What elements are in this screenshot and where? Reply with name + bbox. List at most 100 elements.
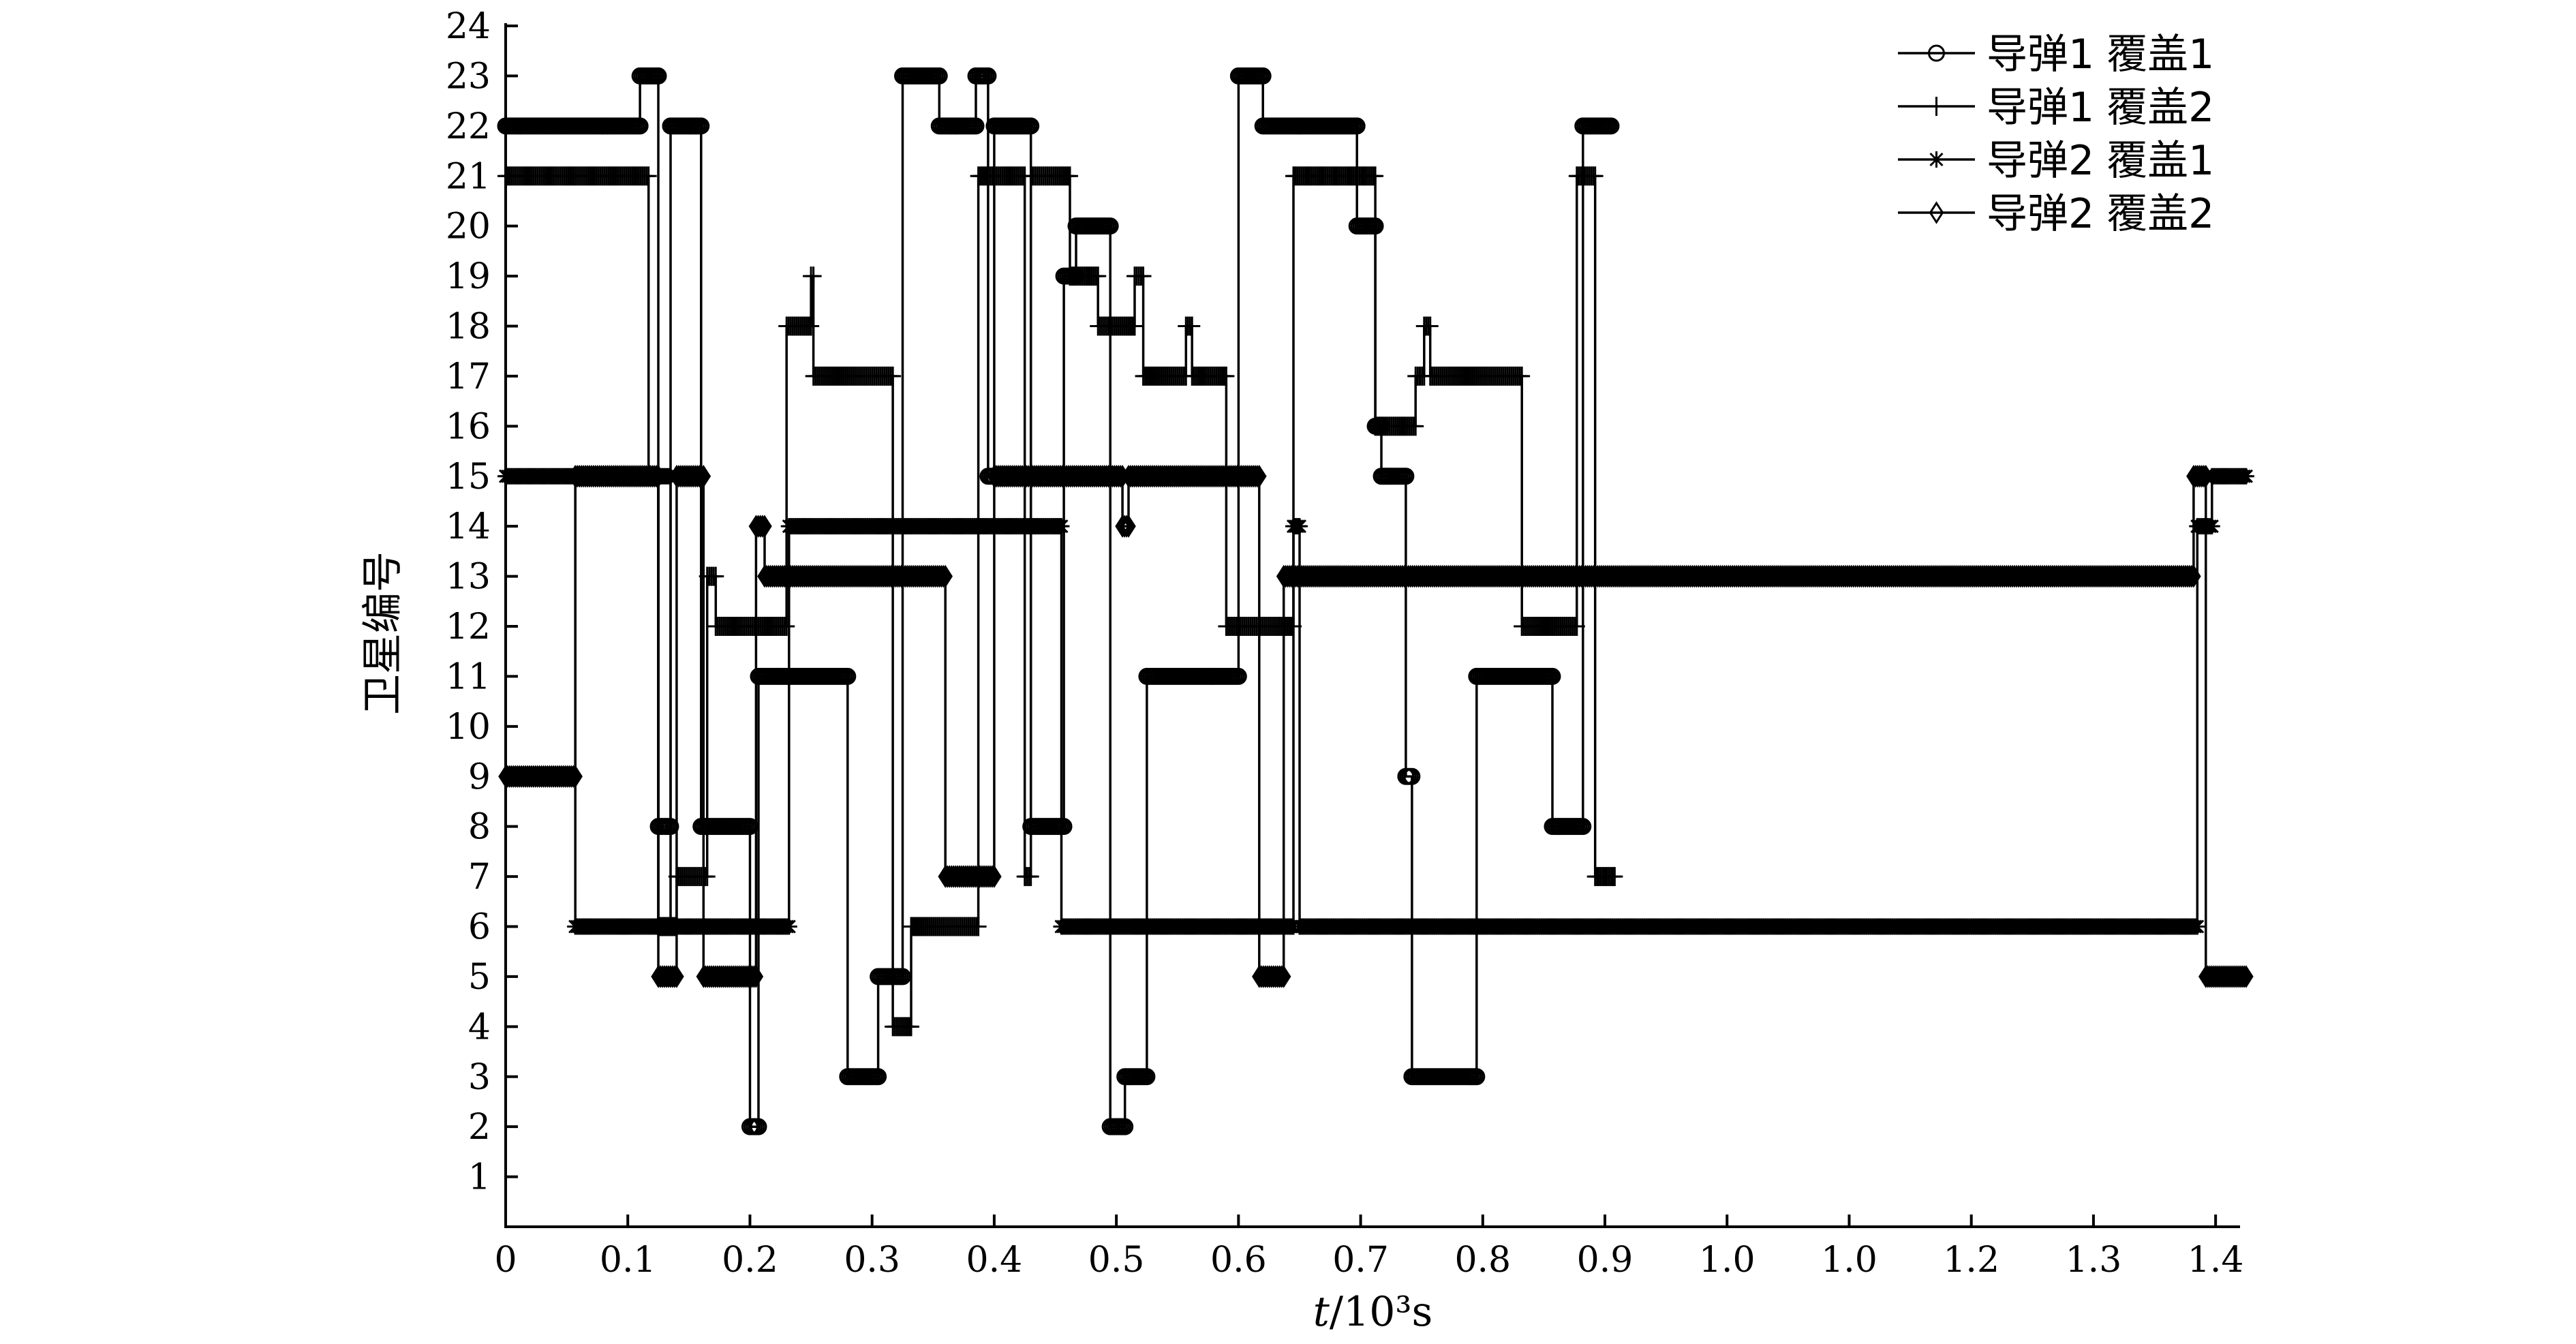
diamond-marker	[983, 865, 998, 888]
star-marker	[1291, 518, 1308, 535]
diamond-marker	[1119, 515, 1134, 538]
plus-marker	[1407, 416, 1424, 436]
x-tick-label: 0.5	[1088, 1240, 1145, 1281]
y-tick-label: 10	[446, 707, 491, 748]
diamond-marker	[647, 464, 662, 488]
series-line	[506, 74, 1611, 1128]
plus-marker	[805, 266, 822, 286]
diamond-marker	[1111, 464, 1126, 488]
plus-marker	[778, 617, 795, 636]
plus-marker	[1184, 316, 1201, 336]
circle-marker	[1468, 1068, 1486, 1086]
x-tick-label: 0.6	[1210, 1240, 1267, 1281]
legend-label: 导弹1 覆盖1	[1987, 31, 2214, 78]
x-tick-label: 1.4	[2188, 1240, 2244, 1281]
legend-label: 导弹2 覆盖2	[1987, 190, 2214, 238]
y-tick-label: 18	[446, 307, 491, 348]
diamond-marker	[562, 765, 577, 789]
y-tick-label: 8	[468, 807, 491, 848]
circle-marker	[649, 67, 667, 85]
y-tick-label: 9	[468, 757, 491, 797]
diamond-marker	[2184, 564, 2199, 588]
series-3	[497, 468, 2254, 935]
circle-marker	[930, 67, 948, 85]
circle-marker	[741, 818, 758, 836]
x-tick-label: 0.9	[1577, 1240, 1634, 1281]
y-tick-label: 15	[446, 457, 491, 498]
legend-label: 导弹1 覆盖2	[1987, 84, 2214, 132]
circle-marker	[692, 117, 710, 135]
y-tick-label: 17	[446, 356, 491, 397]
circle-marker	[631, 117, 649, 135]
legend-label-missile: 导弹2	[1987, 190, 2094, 238]
circle-marker	[979, 67, 997, 85]
diamond-marker	[645, 464, 660, 488]
plus-marker	[885, 366, 902, 386]
plus-marker	[1218, 366, 1235, 386]
x-tick-label: 0.1	[600, 1240, 656, 1281]
circle-marker	[967, 117, 985, 135]
diamond-marker	[2196, 464, 2211, 488]
circle-marker	[750, 1118, 767, 1135]
legend-label-coverage: 覆盖2	[2106, 84, 2214, 132]
star-marker	[780, 918, 797, 935]
x-tick-label: 1.3	[2066, 1240, 2122, 1281]
plus-marker	[1135, 266, 1152, 286]
circle-marker	[1574, 818, 1592, 836]
x-tick-label: 1.2	[1943, 1240, 1999, 1281]
diamond-marker	[2192, 464, 2207, 488]
x-tick-label: 0.7	[1332, 1240, 1389, 1281]
legend-label-coverage: 覆盖2	[2106, 190, 2214, 238]
y-tick-label: 5	[468, 957, 491, 998]
diamond-marker	[932, 564, 947, 588]
series-2	[497, 166, 1623, 1037]
legend-label-coverage: 覆盖1	[2106, 31, 2214, 78]
plus-marker	[640, 166, 657, 186]
legend-label-missile: 导弹1	[1987, 31, 2094, 78]
x-tick-label: 1.0	[1821, 1240, 1877, 1281]
diamond-marker	[568, 765, 583, 789]
y-tick-label: 19	[446, 256, 491, 297]
y-tick-label: 21	[446, 156, 491, 197]
series-markers	[497, 166, 1623, 1037]
star-marker	[2189, 918, 2206, 935]
diamond-marker	[2198, 464, 2213, 488]
diamond-marker	[663, 965, 678, 988]
series-markers	[497, 67, 1620, 1135]
circle-marker	[839, 667, 857, 685]
y-tick-label: 1	[468, 1157, 491, 1198]
diamond-marker	[566, 765, 581, 789]
diamond-marker	[934, 564, 949, 588]
y-tick-label: 3	[468, 1057, 491, 1098]
y-tick-label: 14	[446, 506, 491, 547]
diamond-marker	[690, 464, 705, 488]
y-tick-label: 6	[468, 907, 491, 948]
diamond-marker	[985, 865, 1000, 888]
diamond-marker	[665, 965, 680, 988]
plus-marker	[1514, 366, 1531, 386]
y-tick-label: 22	[446, 106, 491, 147]
plus-marker	[803, 316, 820, 336]
plus-marker	[1062, 166, 1079, 186]
series-4	[498, 464, 2254, 988]
axes: 0 0.1 0.2 0.3 0.4 0.5 0.6 0.7 0.8 0.9 1.0 1.0 1.2 1.3…	[359, 6, 2244, 1336]
diamond-marker	[2180, 564, 2195, 588]
plus-marker	[1928, 97, 1945, 116]
diamond-marker	[696, 464, 711, 488]
legend-label-coverage: 覆盖1	[2106, 137, 2214, 185]
diamond-marker	[2186, 564, 2201, 588]
star-marker	[1928, 151, 1945, 168]
x-axis-title-variable: t	[1313, 1288, 1330, 1336]
x-tick-label: 0.4	[966, 1240, 1023, 1281]
x-tick-label: 0.2	[722, 1240, 778, 1281]
diamond-marker	[1246, 464, 1261, 488]
diamond-marker	[936, 564, 951, 588]
legend-label-missile: 导弹1	[1987, 84, 2094, 132]
diamond-marker	[669, 965, 684, 988]
plus-marker	[1586, 166, 1604, 186]
plus-marker	[1422, 316, 1439, 336]
circle-marker	[1229, 667, 1247, 685]
diamond-marker	[981, 865, 996, 888]
diamond-marker	[2239, 965, 2254, 988]
